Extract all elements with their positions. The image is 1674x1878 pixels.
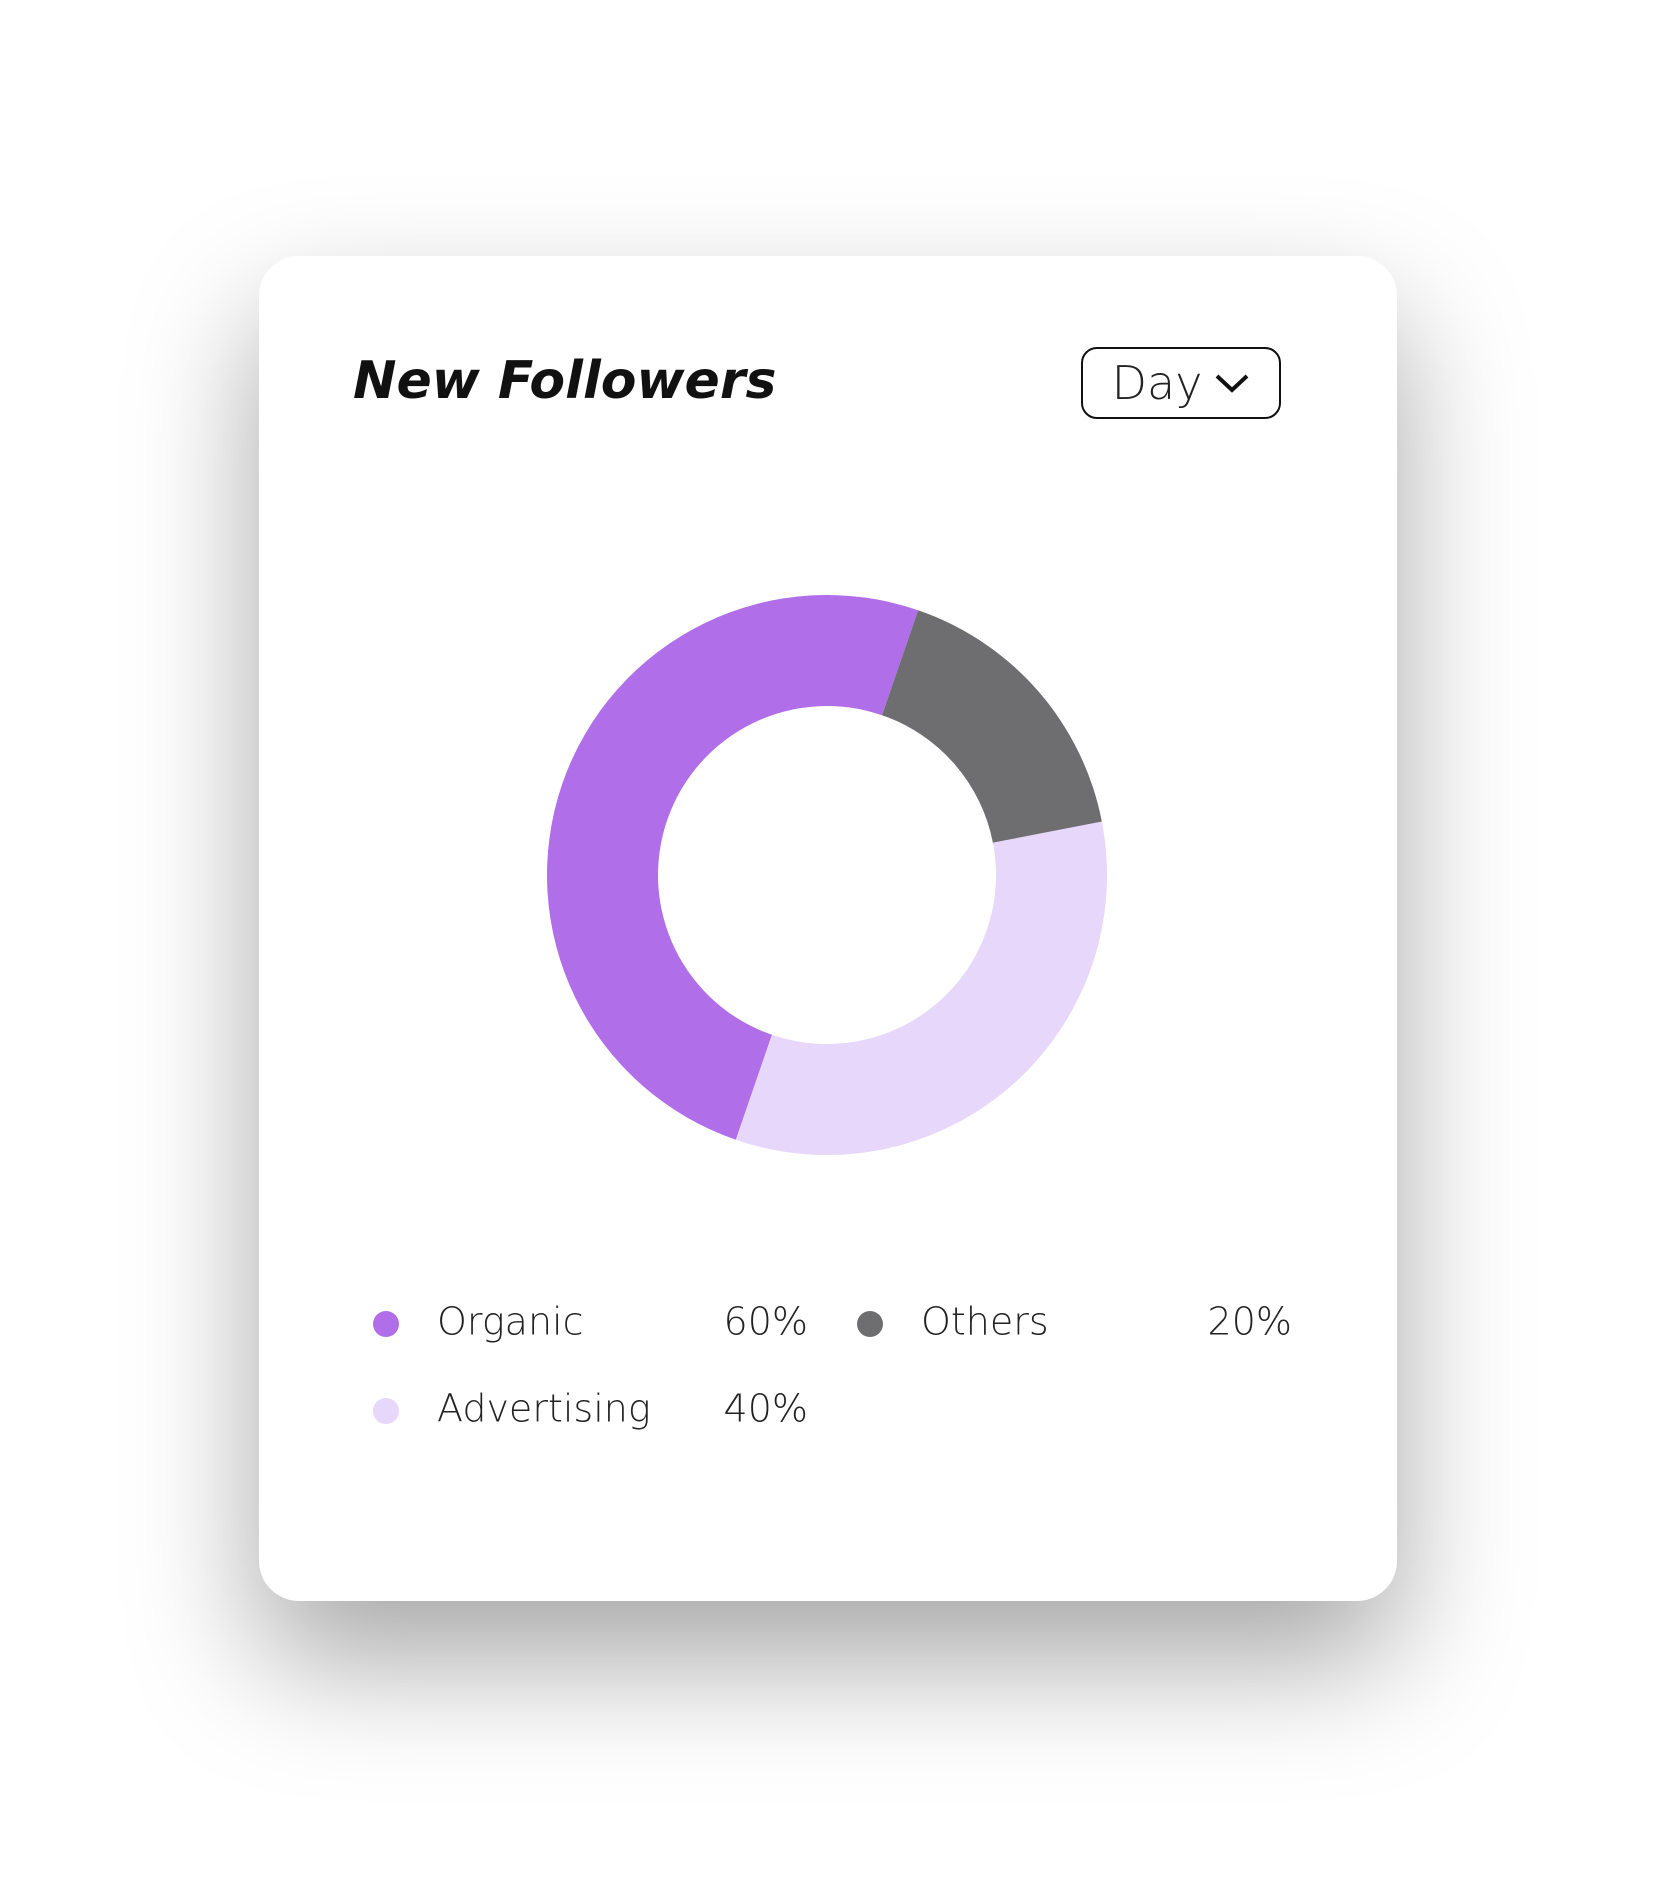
legend-value: 40% <box>724 1387 808 1431</box>
period-dropdown[interactable]: Day <box>1081 347 1281 419</box>
legend-dot <box>373 1311 399 1337</box>
chevron-icon <box>1216 374 1249 393</box>
chart: Organic 60% Others 20% Advertising 40% <box>373 595 1292 1431</box>
card-title: New Followers <box>353 351 777 411</box>
legend-value: 20% <box>1208 1300 1292 1344</box>
pie-slice <box>547 595 919 1140</box>
dropdown-label: Day <box>1111 356 1203 410</box>
pie-slice <box>735 821 1107 1155</box>
legend-dot <box>373 1398 399 1424</box>
pie-slice <box>882 610 1102 843</box>
legend-label: Organic <box>437 1300 584 1344</box>
legend-label: Others <box>921 1300 1049 1344</box>
legend-label: Advertising <box>437 1387 651 1431</box>
legend-dot <box>857 1311 883 1337</box>
card: New Followers Day Organic 60% Others 20% Adv… <box>259 256 1397 1601</box>
legend-value: 60% <box>724 1300 808 1344</box>
